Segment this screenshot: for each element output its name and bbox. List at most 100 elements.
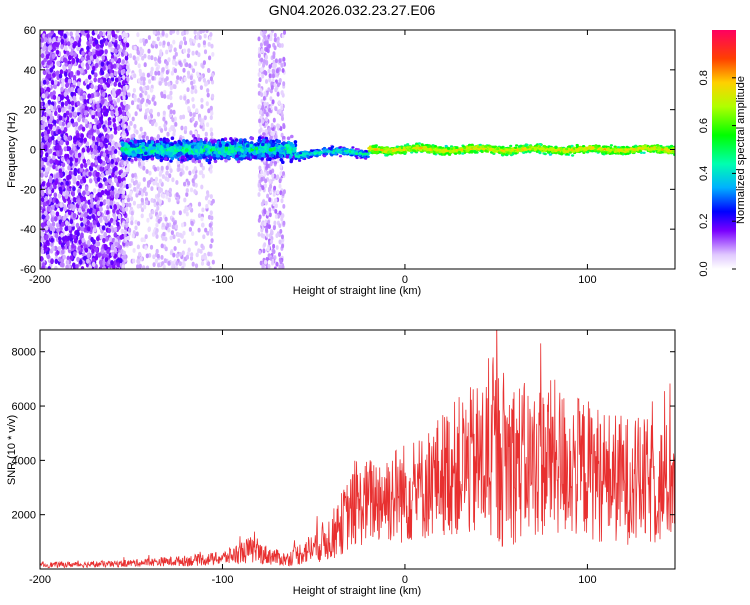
spectrogram-cell xyxy=(120,228,125,234)
spectrogram-cell xyxy=(266,211,270,216)
spectrogram-cell xyxy=(76,180,80,186)
spectrogram-cell xyxy=(143,114,148,120)
spectrogram-cell xyxy=(97,252,101,258)
spectrogram-cell xyxy=(169,109,173,115)
spectrogram-cell xyxy=(267,68,271,74)
spectrogram-cell xyxy=(201,30,206,34)
spectrogram-cell xyxy=(54,180,58,186)
spectrogram-cell xyxy=(122,95,126,101)
spectrogram-cell xyxy=(192,38,197,44)
spectrogram-cell xyxy=(50,237,54,243)
spectrogram-cell xyxy=(165,170,169,176)
spectrogram-cell xyxy=(156,134,160,139)
spectrogram-cell xyxy=(77,245,81,251)
spectrogram-cell xyxy=(59,69,64,75)
spectrogram-cell xyxy=(46,220,51,226)
spectrogram-cell xyxy=(79,95,83,101)
spectrogram-cell xyxy=(98,259,103,265)
spectrogram-cell xyxy=(94,72,98,78)
spectrogram-cell xyxy=(270,239,274,245)
spectrogram-cell xyxy=(278,252,281,257)
spectrogram-cell xyxy=(161,67,165,73)
spectrogram-cell xyxy=(76,231,80,237)
spectrogram-cell xyxy=(168,187,172,193)
spectrogram-cell xyxy=(102,265,106,269)
spectrogram-cell xyxy=(260,170,264,175)
spectrogram-cell xyxy=(110,245,115,251)
spectrogram-cell xyxy=(91,261,96,267)
spectrogram-cell xyxy=(64,100,69,107)
spectrogram-cell xyxy=(117,178,122,184)
spectrogram-cell xyxy=(108,78,112,84)
spectrogram-cell xyxy=(277,100,281,106)
spectrogram-cell xyxy=(72,145,76,151)
spectrogram-cell xyxy=(185,165,189,171)
spectrogram-cell xyxy=(271,258,275,264)
spectrogram-cell xyxy=(179,171,183,177)
spectrogram-cell xyxy=(257,232,261,237)
spectrogram-cell xyxy=(264,183,267,189)
spectrogram-cell xyxy=(110,47,114,53)
spectrogram-cell xyxy=(74,157,79,163)
spectrogram-cell xyxy=(113,232,118,238)
spectrogram-cell xyxy=(42,201,47,207)
spectrogram-cell xyxy=(60,101,65,107)
spectrogram-cell xyxy=(169,44,173,49)
spectrogram-cell xyxy=(263,208,267,214)
spectrogram-cell xyxy=(46,253,51,260)
spectrogram-cell xyxy=(160,73,164,78)
spectrogram-cell xyxy=(122,68,126,74)
spectrogram-cell xyxy=(62,191,66,197)
spectrogram-cell xyxy=(189,75,193,81)
spectrogram-cell xyxy=(206,88,210,93)
spectrogram-cell xyxy=(185,30,189,35)
spectrogram-cell xyxy=(52,125,56,131)
spectrogram-cell xyxy=(70,203,74,209)
spectrogram-cell xyxy=(281,116,284,121)
spectrogram-cell xyxy=(276,174,280,180)
spectrogram-cell xyxy=(95,171,99,177)
spectrogram-cell xyxy=(67,135,72,141)
spectrogram-cell xyxy=(84,78,89,84)
spectrogram-cell xyxy=(198,117,202,122)
spectrogram-cell xyxy=(137,63,141,69)
spectrogram-cell xyxy=(189,187,194,193)
spectrogram-cell xyxy=(48,118,53,124)
spectrogram-cell xyxy=(187,48,191,54)
spectrogram-cell xyxy=(107,184,111,190)
spectrogram-cell xyxy=(116,157,120,163)
spectrogram-cell xyxy=(134,60,138,65)
spectrogram-cell xyxy=(142,86,146,92)
spectrogram-cell xyxy=(40,63,43,69)
spectrogram-cell xyxy=(47,166,51,172)
spectrogram-cell xyxy=(66,241,70,247)
spectrogram-cell xyxy=(126,235,131,241)
spectrogram-cell xyxy=(72,213,77,219)
spectrogram-cell xyxy=(93,176,98,182)
spectrogram-cell xyxy=(45,234,49,240)
spectrogram-cell xyxy=(115,111,119,117)
spectrogram-cell xyxy=(260,221,264,227)
spectrogram-cell xyxy=(191,85,195,90)
spectrogram-cell xyxy=(172,109,176,115)
spectrogram-cell xyxy=(112,122,117,128)
spectrogram-cell xyxy=(156,182,160,188)
spectrogram-cell xyxy=(133,45,137,51)
spectrogram-cell xyxy=(278,78,282,83)
spectrogram-cell xyxy=(273,32,277,38)
spectrogram-cell xyxy=(153,56,157,62)
spectrogram-cell xyxy=(263,172,267,177)
spectrogram-cell xyxy=(65,180,69,186)
spectrogram-cell xyxy=(45,152,49,158)
spectrogram-cell xyxy=(265,116,268,122)
spectrogram-cell xyxy=(55,49,60,55)
spectrogram-cell xyxy=(121,264,125,269)
spectrogram-cell xyxy=(58,168,63,174)
spectrogram-cell xyxy=(131,100,135,106)
spectrogram-cell xyxy=(191,178,195,184)
spectrogram-cell xyxy=(52,164,56,170)
spectrogram-cell xyxy=(211,52,215,57)
spectrogram-cell xyxy=(64,45,68,51)
spectrogram-cell xyxy=(75,31,79,37)
spectrogram-cell xyxy=(268,224,271,230)
